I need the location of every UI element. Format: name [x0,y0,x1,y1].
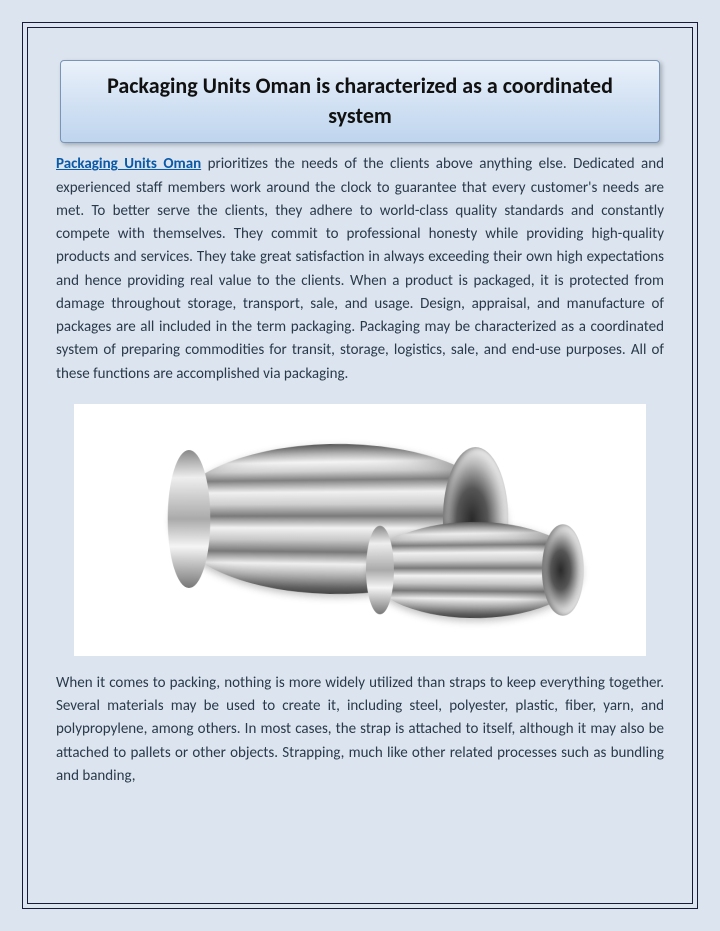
inner-border: Packaging Units Oman is characterized as… [27,27,693,904]
outer-border: Packaging Units Oman is characterized as… [22,22,698,909]
tube-small [368,520,582,620]
product-image [74,404,646,656]
title-box: Packaging Units Oman is characterized as… [60,60,660,143]
page-title: Packaging Units Oman is characterized as… [91,71,629,130]
paragraph-1: Packaging Units Oman prioritizes the nee… [56,153,664,386]
paragraph-1-body: prioritizes the needs of the clients abo… [56,155,664,382]
paragraph-2: When it comes to packing, nothing is mor… [56,672,664,788]
metal-tubes-illustration [150,440,570,620]
packaging-units-link[interactable]: Packaging Units Oman [56,155,201,173]
